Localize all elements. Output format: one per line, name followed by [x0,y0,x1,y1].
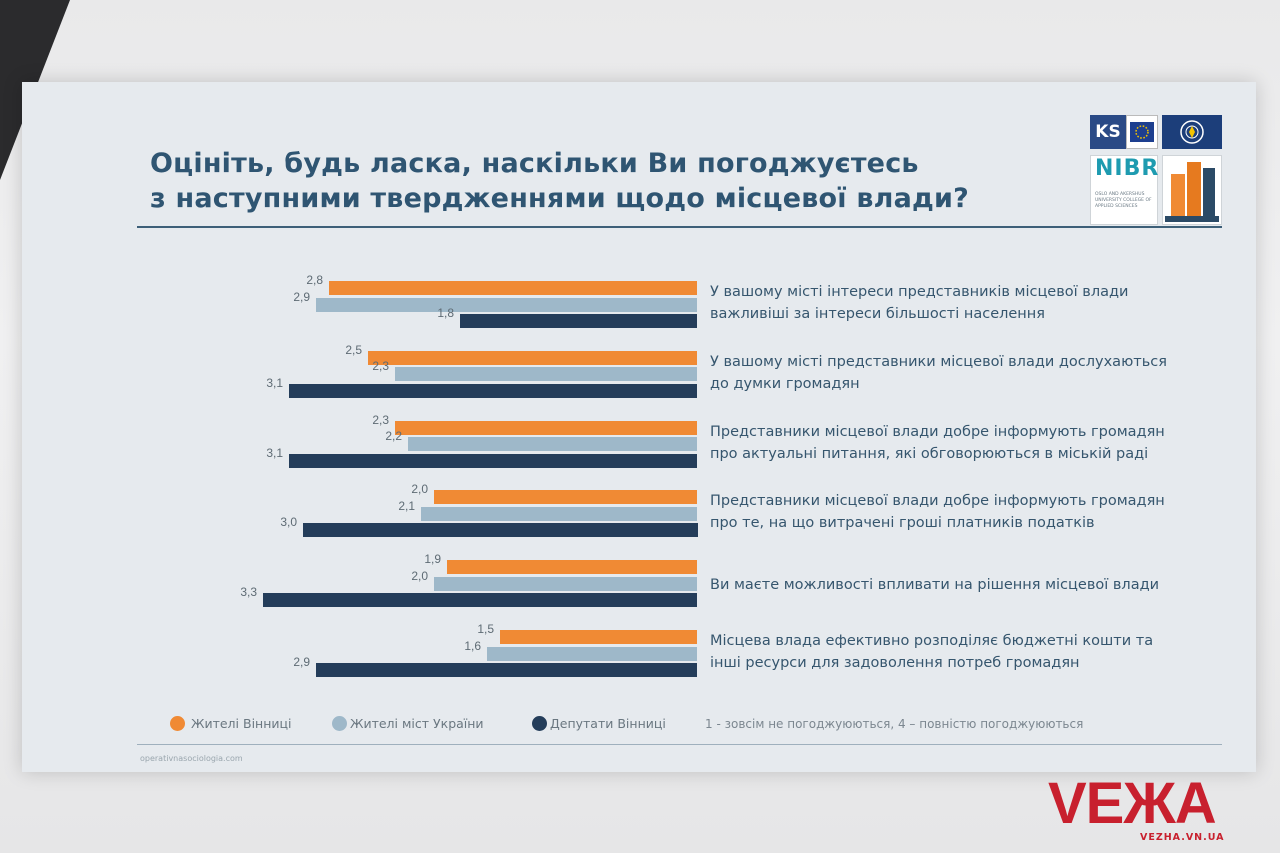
data-label-g1-s2: 2,9 [293,290,310,304]
title-line-1: Оцініть, будь ласка, наскільки Ви погодж… [150,148,919,179]
bar-g1-s1 [329,281,697,295]
data-label-g3-s1: 2,3 [372,413,389,427]
title-line-2: з наступними твердженнями щодо місцевої … [150,183,969,214]
bar-g2-s3 [289,384,697,398]
data-label-g6-s1: 1,5 [477,622,494,636]
bar-g3-s3 [289,454,697,468]
bar-g1-s3 [460,314,697,328]
category-label-4: Представники місцевої влади добре інформ… [710,490,1210,534]
bar-g2-s2 [395,367,697,381]
data-label-g6-s3: 2,9 [293,655,310,669]
data-label-g5-s3: 3,3 [240,585,257,599]
category-label-line: до думки громадян [710,376,860,392]
vezha-logo-word: VEЖA [1048,771,1217,836]
legend-item-ukraine-city-residents: Жителі міст України [332,715,484,733]
data-label-g5-s1: 1,9 [424,552,441,566]
footer-divider [137,744,1222,745]
category-label-3: Представники місцевої влади добре інформ… [710,421,1210,465]
category-label-line: Місцева влада ефективно розподіляє бюдже… [710,633,1154,649]
data-label-g2-s1: 2,5 [345,343,362,357]
category-label-line: Представники місцевої влади добре інформ… [710,424,1165,440]
category-label-6: Місцева влада ефективно розподіляє бюдже… [710,630,1210,674]
bar-g1-s2 [316,298,697,312]
category-label-1: У вашому місті інтереси представників мі… [710,281,1210,325]
bar-g4-s1 [434,490,697,504]
data-label-g4-s2: 2,1 [398,499,415,513]
category-label-2: У вашому місті представники місцевої вла… [710,351,1210,395]
legend-dot-orange [170,716,185,731]
seal-logo [1162,115,1222,149]
bar-g5-s1 [447,560,697,574]
legend-dot-navy [532,716,547,731]
bar-g4-s3 [303,523,698,537]
data-label-g5-s2: 2,0 [411,569,428,583]
data-label-g2-s2: 2,3 [372,359,389,373]
data-label-g3-s3: 3,1 [266,446,283,460]
category-label-line: Ви маєте можливості впливати на рішення … [710,577,1160,593]
eu-flag-logo [1126,115,1158,149]
bar-g3-s2 [408,437,697,451]
category-label-line: про актуальні питання, які обговорюються… [710,446,1149,462]
bar-g6-s1 [500,630,697,644]
slide-title: Оцініть, будь ласка, наскільки Ви погодж… [150,146,1010,216]
ks-logo: KS [1090,115,1126,149]
scale-note: 1 - зовсім не погоджуюються, 4 – повніст… [705,717,1084,731]
data-label-g3-s2: 2,2 [385,429,402,443]
bar-g6-s2 [487,647,697,661]
data-label-g4-s3: 3,0 [280,515,297,529]
bar-g6-s3 [316,663,697,677]
legend-label: Жителі міст України [350,716,484,731]
category-label-line: Представники місцевої влади добре інформ… [710,493,1165,509]
category-label-line: про те, на що витрачені гроші платників … [710,515,1095,531]
data-label-g1-s1: 2,8 [306,273,323,287]
data-label-g4-s1: 2,0 [411,482,428,496]
legend-item-vinnytsia-residents: Жителі Вінниці [170,715,292,733]
operatyvna-sociologia-logo [1162,155,1222,225]
partner-logos: KS NIBR OSLO AND AKERSHUS UNIVERSITY COL… [1090,115,1224,225]
data-label-g1-s3: 1,8 [437,306,454,320]
legend-dot-light-blue [332,716,347,731]
vezha-watermark: VEЖA VEZHA.VN.UA [1048,775,1268,845]
bar-g2-s1 [368,351,697,365]
category-label-5: Ви маєте можливості впливати на рішення … [710,574,1210,596]
title-divider [137,226,1222,228]
vezha-url: VEZHA.VN.UA [1140,832,1225,843]
nibr-logo: NIBR OSLO AND AKERSHUS UNIVERSITY COLLEG… [1090,155,1158,225]
legend-label: Депутати Вінниці [550,716,666,731]
category-label-line: важливіші за інтереси більшості населенн… [710,306,1045,322]
bar-g3-s1 [395,421,697,435]
category-label-line: У вашому місті представники місцевої вла… [710,354,1167,370]
bar-g5-s2 [434,577,697,591]
data-label-g2-s3: 3,1 [266,376,283,390]
footer-url: operativnasociologia.com [140,754,243,763]
category-label-line: інші ресурси для задоволення потреб гром… [710,655,1080,671]
bar-g5-s3 [263,593,697,607]
bar-g4-s2 [421,507,697,521]
data-label-g6-s2: 1,6 [464,639,481,653]
legend-label: Жителі Вінниці [191,716,292,731]
category-label-line: У вашому місті інтереси представників мі… [710,284,1129,300]
legend-item-vinnytsia-deputies: Депутати Вінниці [532,715,666,733]
